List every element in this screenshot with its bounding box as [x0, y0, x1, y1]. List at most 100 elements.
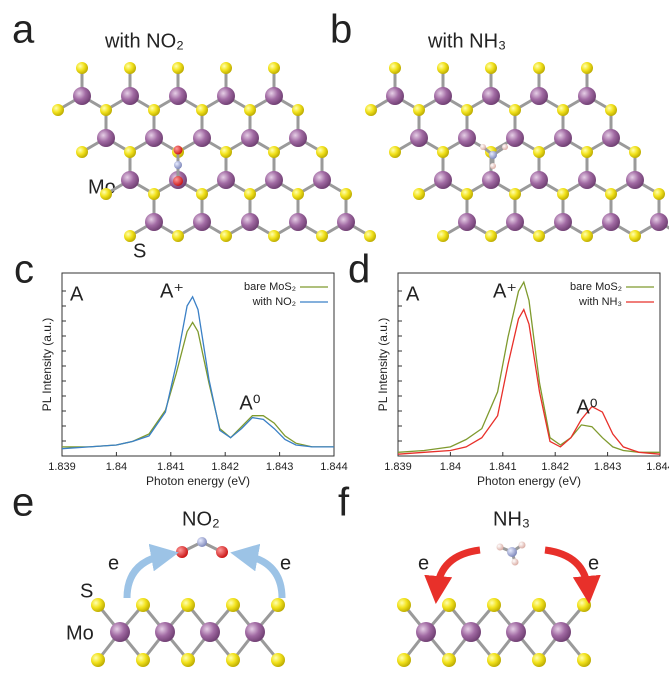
sulfur-atom	[316, 146, 328, 158]
sulfur-atom	[268, 146, 280, 158]
sulfur-atom	[148, 104, 160, 116]
x-axis-label: Photon energy (eV)	[146, 474, 250, 488]
mo-atom	[650, 213, 668, 231]
hydrogen-atom	[502, 144, 508, 150]
sulfur-atom	[76, 62, 88, 74]
mo-atom	[145, 213, 163, 231]
sulfur-atom	[509, 188, 521, 200]
legend-label: with NH₃	[578, 296, 622, 308]
mo-atom	[121, 171, 139, 189]
sulfur-atom	[292, 188, 304, 200]
sulfur-atom	[136, 598, 150, 612]
mo-atom	[602, 129, 620, 147]
mo-atom	[145, 129, 163, 147]
hydrogen-atom	[511, 558, 519, 566]
sulfur-atom	[181, 598, 195, 612]
sulfur-atom	[91, 598, 105, 612]
x-tick-label: 1.841	[157, 461, 185, 473]
sulfur-atom	[196, 188, 208, 200]
mo-atom	[245, 622, 265, 642]
sulfur-atom	[340, 188, 352, 200]
mo-atom	[241, 129, 259, 147]
mo-atom	[416, 622, 436, 642]
sulfur-atom	[172, 230, 184, 242]
sulfur-atom	[124, 62, 136, 74]
sulfur-atom	[413, 104, 425, 116]
mo-atom	[551, 622, 571, 642]
sulfur-atom	[581, 230, 593, 242]
atom-label: S	[80, 580, 93, 602]
sulfur-atom	[181, 653, 195, 667]
sulfur-atom	[653, 188, 665, 200]
mo-atom	[458, 129, 476, 147]
mo-atom	[337, 213, 355, 231]
sulfur-atom	[487, 653, 501, 667]
atom-label: S	[133, 240, 146, 262]
panel-label: a	[12, 8, 35, 52]
peak-annotation: A⁰	[576, 396, 597, 418]
sulfur-atom	[226, 653, 240, 667]
mo-atom	[530, 87, 548, 105]
corner-label: A	[406, 283, 420, 305]
mo-atom	[482, 171, 500, 189]
sulfur-atom	[509, 104, 521, 116]
mo-atom	[506, 213, 524, 231]
panel-label: e	[12, 481, 34, 525]
sulfur-atom	[442, 653, 456, 667]
electron-arrow	[424, 546, 481, 604]
sulfur-atom	[172, 62, 184, 74]
mo-atom	[97, 129, 115, 147]
hydrogen-atom	[490, 163, 496, 169]
electron-label: e	[280, 552, 291, 574]
x-axis-label: Photon energy (eV)	[477, 474, 581, 488]
mo-atom	[155, 622, 175, 642]
x-tick-label: 1.844	[320, 461, 348, 473]
nitrogen-atom	[174, 161, 182, 169]
mo-atom	[506, 622, 526, 642]
mo-atom	[626, 171, 644, 189]
sulfur-atom	[364, 230, 376, 242]
electron-label: e	[418, 552, 429, 574]
sulfur-atom	[292, 104, 304, 116]
sulfur-atom	[365, 104, 377, 116]
sulfur-atom	[577, 598, 591, 612]
sulfur-atom	[581, 146, 593, 158]
electron-arrow	[123, 543, 179, 599]
sulfur-atom	[485, 230, 497, 242]
mo-atom	[530, 171, 548, 189]
series-line	[397, 280, 660, 453]
molecule-label: NO₂	[182, 508, 220, 530]
mo-atom	[110, 622, 130, 642]
x-tick-label: 1.842	[211, 461, 239, 473]
oxygen-atom	[173, 145, 183, 155]
sulfur-atom	[533, 230, 545, 242]
mo-atom	[386, 87, 404, 105]
corner-label: A	[70, 283, 84, 305]
electron-label: e	[108, 552, 119, 574]
sulfur-atom	[605, 104, 617, 116]
oxygen-atom	[216, 546, 228, 558]
mo-atom	[193, 213, 211, 231]
mo-atom	[265, 171, 283, 189]
atom-label: Mo	[66, 622, 94, 644]
panel-title: with NH₃	[427, 30, 506, 52]
sulfur-atom	[629, 146, 641, 158]
mo-atom	[289, 129, 307, 147]
legend-label: bare MoS₂	[244, 281, 296, 293]
peak-annotation: A⁺	[493, 280, 517, 302]
sulfur-atom	[557, 188, 569, 200]
sulfur-atom	[196, 104, 208, 116]
x-tick-label: 1.843	[594, 461, 622, 473]
mo-atom	[289, 213, 307, 231]
mo-atom	[461, 622, 481, 642]
panel-label: b	[330, 8, 352, 52]
legend-label: bare MoS₂	[570, 281, 622, 293]
sulfur-atom	[437, 62, 449, 74]
sulfur-atom	[461, 104, 473, 116]
y-axis-label: PL Intensity (a.u.)	[376, 318, 390, 412]
series-line	[61, 295, 334, 450]
nitrogen-atom	[489, 151, 497, 159]
molecule-label: NH₃	[493, 508, 530, 530]
sulfur-atom	[124, 230, 136, 242]
